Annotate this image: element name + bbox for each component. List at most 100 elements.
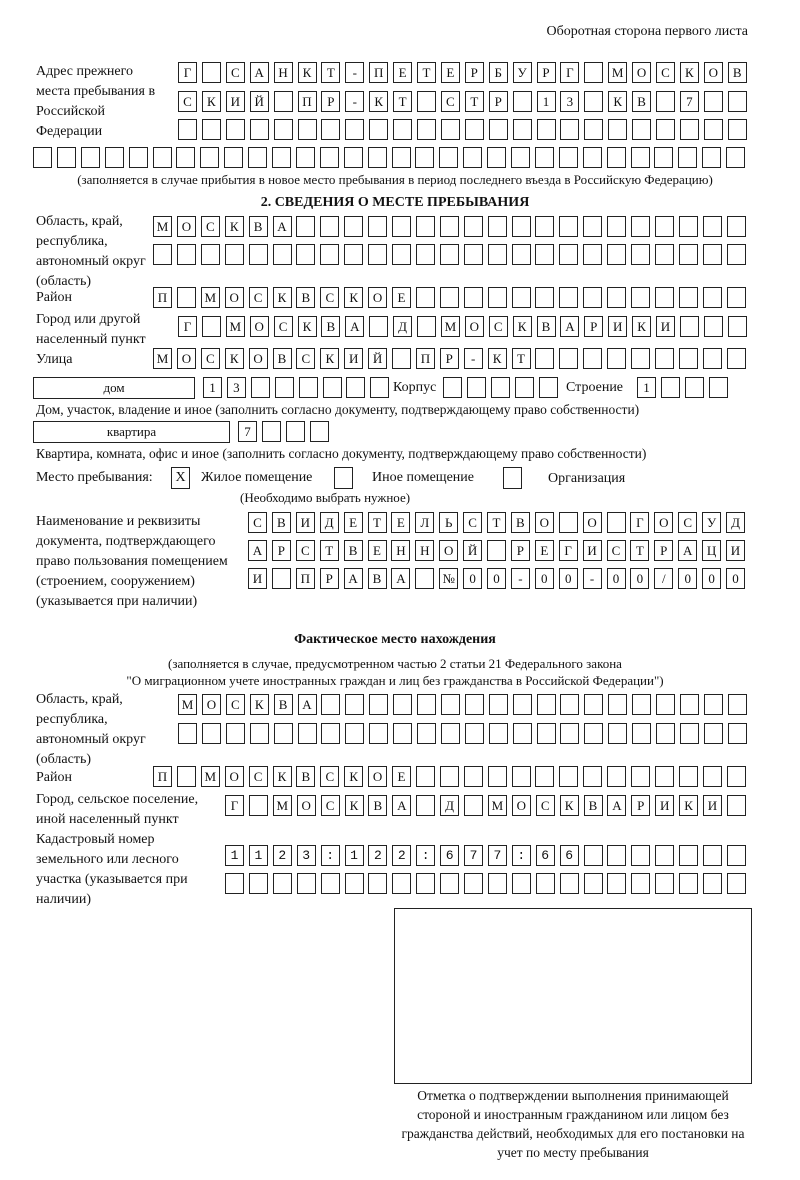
char-cell[interactable]: К xyxy=(344,766,364,787)
char-cell[interactable] xyxy=(345,694,365,715)
char-cell[interactable]: Й xyxy=(463,540,483,561)
char-cell[interactable]: О xyxy=(368,287,388,308)
char-cell[interactable] xyxy=(487,845,507,866)
char-cell[interactable] xyxy=(703,694,723,715)
char-cell[interactable] xyxy=(538,377,558,398)
char-cell[interactable] xyxy=(654,287,674,308)
char-cell[interactable]: С xyxy=(248,512,267,533)
char-cell[interactable] xyxy=(702,244,722,265)
char-cell[interactable]: К xyxy=(344,795,364,816)
char-cell[interactable] xyxy=(321,119,341,140)
char-cell[interactable]: К xyxy=(272,287,292,308)
char-cell[interactable]: О xyxy=(703,62,723,83)
char-cell[interactable]: В xyxy=(272,348,292,369)
char-cell[interactable] xyxy=(535,766,555,787)
char-cell[interactable] xyxy=(583,216,603,237)
char-cell[interactable]: Е xyxy=(343,512,363,533)
char-cell[interactable]: И xyxy=(248,568,267,589)
char-cell[interactable]: Ц xyxy=(702,540,722,561)
char-cell[interactable]: И xyxy=(608,316,628,337)
char-cell[interactable] xyxy=(654,244,674,265)
char-cell[interactable] xyxy=(678,287,698,308)
char-cell[interactable] xyxy=(487,540,506,561)
char-cell[interactable] xyxy=(225,845,244,866)
char-cell[interactable] xyxy=(416,873,436,894)
char-cell[interactable] xyxy=(702,287,722,308)
char-cell[interactable] xyxy=(345,723,365,744)
char-cell[interactable] xyxy=(726,147,746,168)
char-cell[interactable]: Т xyxy=(487,512,506,533)
char-cell[interactable]: В xyxy=(367,568,387,589)
char-cell[interactable]: И xyxy=(295,512,315,533)
char-cell[interactable]: В xyxy=(343,540,363,561)
char-cell[interactable] xyxy=(511,766,531,787)
char-cell[interactable] xyxy=(607,873,627,894)
char-cell[interactable] xyxy=(393,694,413,715)
char-cell[interactable] xyxy=(296,873,316,894)
char-cell[interactable] xyxy=(368,845,388,866)
char-cell[interactable] xyxy=(607,287,627,308)
char-cell[interactable] xyxy=(463,244,483,265)
char-cell[interactable] xyxy=(684,377,704,398)
char-cell[interactable] xyxy=(511,873,531,894)
char-cell[interactable]: Т xyxy=(417,62,436,83)
char-cell[interactable] xyxy=(319,147,339,168)
char-cell[interactable] xyxy=(607,766,627,787)
char-cell[interactable]: М xyxy=(225,316,245,337)
char-cell[interactable] xyxy=(632,119,652,140)
char-cell[interactable]: С xyxy=(320,287,340,308)
char-cell[interactable] xyxy=(466,377,486,398)
char-cell[interactable] xyxy=(248,795,268,816)
char-cell[interactable] xyxy=(702,216,722,237)
char-cell[interactable] xyxy=(201,62,221,83)
char-cell[interactable] xyxy=(726,873,746,894)
char-cell[interactable] xyxy=(343,147,363,168)
char-cell[interactable] xyxy=(584,91,604,112)
char-cell[interactable]: Г xyxy=(178,62,197,83)
char-cell[interactable] xyxy=(320,244,340,265)
char-cell[interactable]: Г xyxy=(178,316,197,337)
char-cell[interactable]: С xyxy=(273,316,293,337)
char-cell[interactable] xyxy=(631,216,650,237)
char-cell[interactable]: К xyxy=(224,348,244,369)
char-cell[interactable] xyxy=(248,873,268,894)
char-cell[interactable] xyxy=(295,147,315,168)
char-cell[interactable] xyxy=(415,766,435,787)
char-cell[interactable] xyxy=(654,766,674,787)
char-cell[interactable]: Т xyxy=(367,512,387,533)
char-cell[interactable]: С xyxy=(248,766,268,787)
char-cell[interactable]: О xyxy=(176,348,196,369)
char-cell[interactable] xyxy=(440,845,460,866)
char-cell[interactable] xyxy=(321,723,341,744)
char-cell[interactable] xyxy=(296,244,316,265)
char-cell[interactable]: Н xyxy=(391,540,411,561)
char-cell[interactable] xyxy=(703,873,722,894)
char-cell[interactable]: А xyxy=(297,694,317,715)
char-cell[interactable] xyxy=(679,694,699,715)
char-cell[interactable] xyxy=(320,216,340,237)
char-cell[interactable] xyxy=(250,377,270,398)
char-cell[interactable]: О xyxy=(296,795,316,816)
char-cell[interactable] xyxy=(584,119,604,140)
char-cell[interactable]: - xyxy=(463,348,483,369)
char-cell[interactable]: О xyxy=(368,766,388,787)
char-cell[interactable] xyxy=(463,147,483,168)
char-cell[interactable]: - xyxy=(510,568,530,589)
char-cell[interactable] xyxy=(678,216,698,237)
char-cell[interactable]: Д xyxy=(726,512,745,533)
char-cell[interactable] xyxy=(345,119,365,140)
char-cell[interactable]: У xyxy=(702,512,722,533)
char-cell[interactable]: О xyxy=(464,316,484,337)
char-cell[interactable] xyxy=(439,244,459,265)
char-cell[interactable]: Т xyxy=(393,91,413,112)
char-cell[interactable] xyxy=(679,873,699,894)
char-cell[interactable] xyxy=(344,216,364,237)
char-cell[interactable]: С xyxy=(320,795,340,816)
char-cell[interactable] xyxy=(583,766,603,787)
char-cell[interactable]: - xyxy=(582,568,602,589)
char-cell[interactable] xyxy=(392,873,412,894)
char-cell[interactable] xyxy=(487,216,507,237)
char-cell[interactable] xyxy=(321,694,341,715)
char-cell[interactable]: - xyxy=(345,62,365,83)
char-cell[interactable] xyxy=(415,287,435,308)
